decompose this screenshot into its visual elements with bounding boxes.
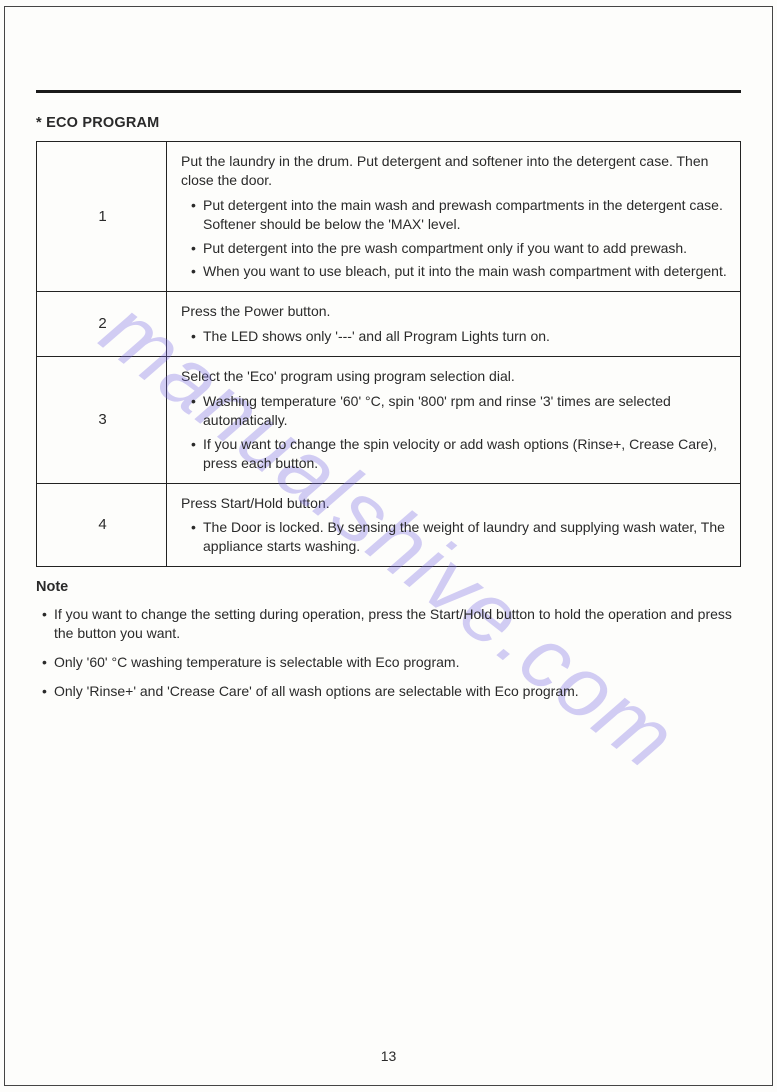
note-heading: Note xyxy=(36,579,741,595)
table-row: 2 Press the Power button. The LED shows … xyxy=(37,292,741,357)
step-number: 1 xyxy=(37,142,167,292)
steps-tbody: 1 Put the laundry in the drum. Put deter… xyxy=(37,142,741,567)
step-bullets: Put detergent into the main wash and pre… xyxy=(181,196,728,282)
horizontal-rule xyxy=(36,90,741,93)
step-number: 2 xyxy=(37,292,167,357)
steps-table: 1 Put the laundry in the drum. Put deter… xyxy=(36,141,741,567)
notes-list: If you want to change the setting during… xyxy=(36,605,741,701)
table-row: 3 Select the 'Eco' program using program… xyxy=(37,357,741,483)
note-item: Only 'Rinse+' and 'Crease Care' of all w… xyxy=(42,682,741,701)
step-content: Press the Power button. The LED shows on… xyxy=(167,292,741,357)
bullet-item: When you want to use bleach, put it into… xyxy=(191,262,728,281)
step-number: 3 xyxy=(37,357,167,483)
note-item: If you want to change the setting during… xyxy=(42,605,741,643)
step-intro: Press the Power button. xyxy=(181,302,728,321)
section-title: * ECO PROGRAM xyxy=(36,115,741,131)
step-content: Select the 'Eco' program using program s… xyxy=(167,357,741,483)
note-item: Only '60' °C washing temperature is sele… xyxy=(42,653,741,672)
page-number: 13 xyxy=(0,1048,777,1064)
step-content: Put the laundry in the drum. Put deterge… xyxy=(167,142,741,292)
step-bullets: The LED shows only '---' and all Program… xyxy=(181,327,728,346)
table-row: 4 Press Start/Hold button. The Door is l… xyxy=(37,483,741,567)
step-bullets: The Door is locked. By sensing the weigh… xyxy=(181,518,728,556)
bullet-item: The Door is locked. By sensing the weigh… xyxy=(191,518,728,556)
step-bullets: Washing temperature '60' °C, spin '800' … xyxy=(181,392,728,473)
step-intro: Put the laundry in the drum. Put deterge… xyxy=(181,152,728,190)
bullet-item: The LED shows only '---' and all Program… xyxy=(191,327,728,346)
step-intro: Press Start/Hold button. xyxy=(181,494,728,513)
table-row: 1 Put the laundry in the drum. Put deter… xyxy=(37,142,741,292)
step-intro: Select the 'Eco' program using program s… xyxy=(181,367,728,386)
step-content: Press Start/Hold button. The Door is loc… xyxy=(167,483,741,567)
bullet-item: If you want to change the spin velocity … xyxy=(191,435,728,473)
step-number: 4 xyxy=(37,483,167,567)
bullet-item: Put detergent into the main wash and pre… xyxy=(191,196,728,234)
bullet-item: Washing temperature '60' °C, spin '800' … xyxy=(191,392,728,430)
bullet-item: Put detergent into the pre wash compartm… xyxy=(191,239,728,258)
